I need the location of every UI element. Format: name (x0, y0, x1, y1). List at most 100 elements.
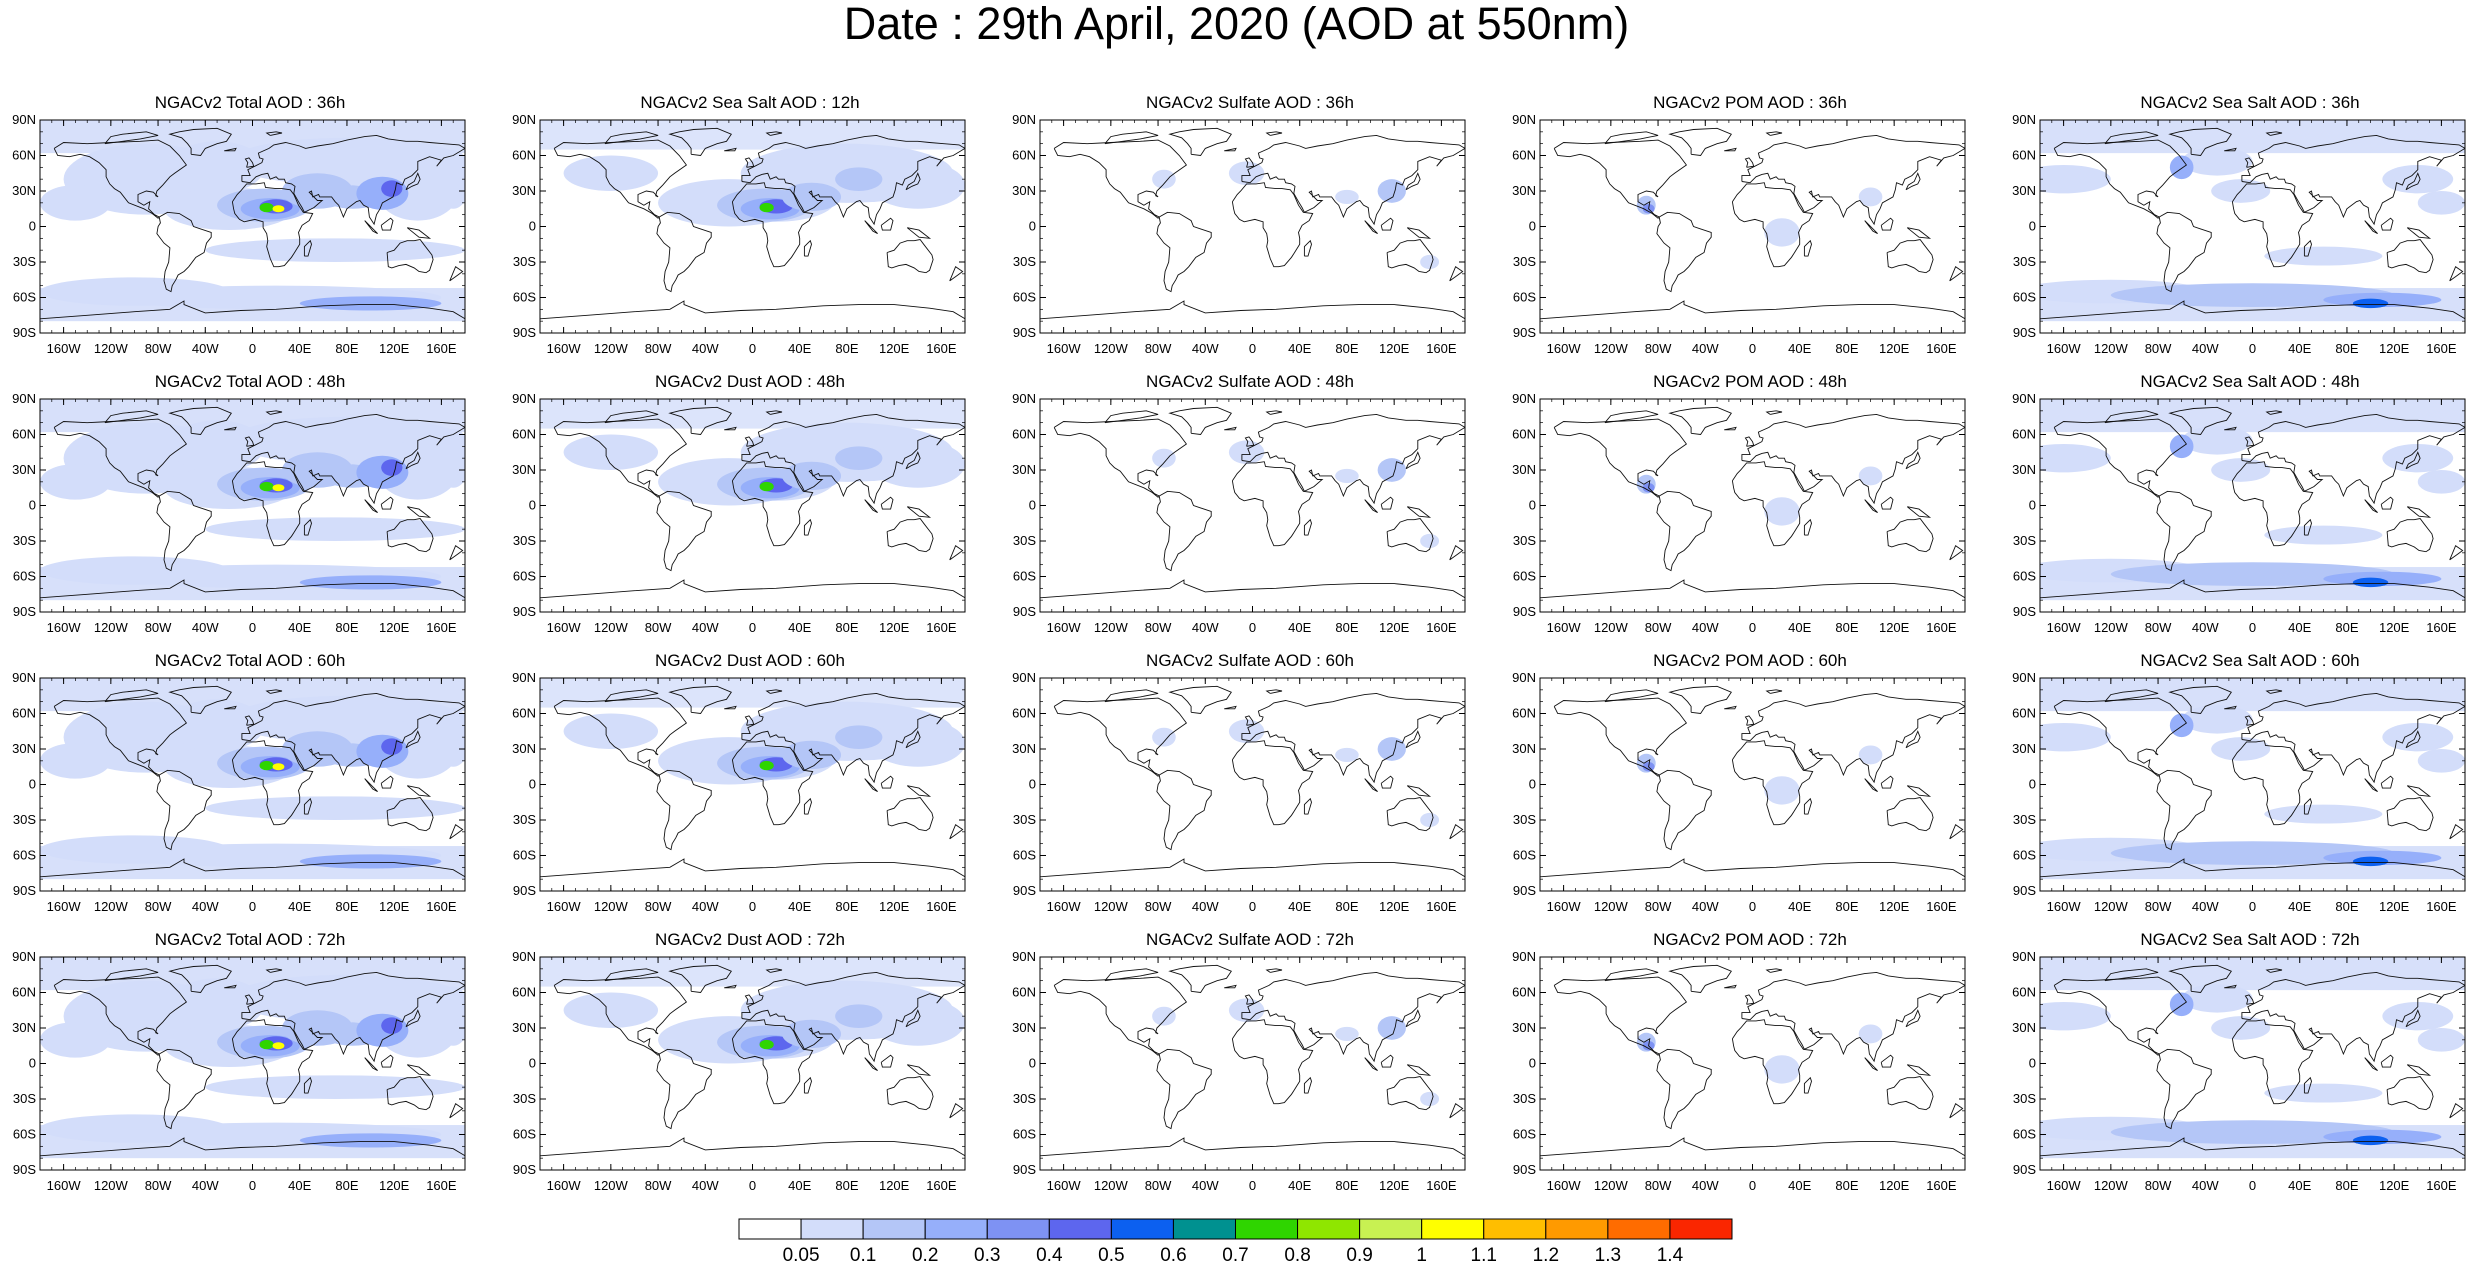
aerosol-plume (272, 484, 285, 492)
coastline (2265, 410, 2283, 415)
coastline (1744, 157, 1755, 168)
coastline (303, 518, 312, 536)
coastline (2364, 499, 2378, 514)
aerosol-plume (381, 180, 403, 197)
lon-tick-label: 40W (2192, 620, 2219, 635)
lat-tick-label: 60N (512, 427, 536, 442)
lon-tick-label: 80W (2145, 1178, 2172, 1193)
colorbar-segment (1172, 1218, 1236, 1240)
coastline (224, 147, 237, 152)
lon-tick-label: 160E (426, 899, 457, 914)
coastline (1741, 413, 1965, 505)
lon-tick-label: 80E (335, 341, 358, 356)
coastline (156, 490, 212, 572)
lat-tick-label: 30N (1012, 462, 1036, 477)
coastline (303, 1076, 312, 1094)
coastline (1168, 127, 1232, 156)
aerosol-plume (1152, 169, 1176, 189)
coastline (1540, 858, 1965, 878)
coastline (1405, 1009, 1421, 1028)
lon-tick-label: 40E (788, 620, 811, 635)
coastline (1724, 147, 1737, 152)
coastline (1604, 689, 1659, 703)
lon-tick-label: 40E (788, 899, 811, 914)
lon-tick-label: 80E (335, 899, 358, 914)
coastline (231, 1019, 314, 1105)
map-plot: 90N 60N 30N 0 30S 60S 90S 160W 120W 80W 40W 0 40E 80E… (1512, 391, 1966, 635)
colorbar-label: 0.7 (1222, 1245, 1248, 1261)
colorbar-segment (738, 1218, 802, 1240)
coastline (656, 211, 712, 293)
lon-tick-label: 120E (2379, 1178, 2410, 1193)
lat-tick-label: 90N (12, 949, 36, 964)
map-plot: 90N 60N 30N 0 30S 60S 90S 160W 120W 80W 40W 0 40E 80E… (12, 949, 466, 1193)
coastline (1553, 139, 1688, 219)
map-panel: NGACv2 Sea Salt AOD : 72h 90N 60N 30N 0 30S 60… (2000, 929, 2473, 1199)
aerosol-plume (1335, 747, 1359, 763)
lon-tick-label: 120E (1879, 899, 1910, 914)
coastline (1553, 697, 1688, 777)
lon-tick-label: 120E (379, 1178, 410, 1193)
map-plot: 90N 60N 30N 0 30S 60S 90S 160W 120W 80W 40W 0 40E 80E… (512, 112, 966, 356)
panel-title: NGACv2 Sea Salt AOD : 48h (2140, 372, 2360, 391)
coastline (1449, 824, 1464, 840)
lon-tick-label: 40W (1692, 1178, 1719, 1193)
colorbar-label: 0.3 (974, 1245, 1000, 1261)
aerosol-plume (381, 459, 403, 476)
lon-tick-label: 80E (1835, 341, 1858, 356)
lon-tick-label: 0 (1749, 341, 1756, 356)
coastline (2241, 971, 2465, 1063)
lat-tick-label: 30N (12, 1020, 36, 1035)
coastline (2040, 858, 2465, 878)
panel-title: NGACv2 Total AOD : 60h (154, 651, 346, 670)
lon-tick-label: 80W (145, 1178, 172, 1193)
lat-tick-label: 0 (2029, 219, 2036, 234)
lon-tick-label: 40E (788, 341, 811, 356)
coastline (1949, 824, 1964, 840)
coastline (364, 778, 378, 793)
coastlines (1540, 964, 1965, 1157)
coastline (40, 300, 465, 320)
lon-tick-label: 0 (1249, 620, 1256, 635)
map-panel: NGACv2 Total AOD : 48h 90N 60N 30N 0 30S 60S 90… (0, 371, 500, 641)
lat-tick-label: 30S (1513, 533, 1536, 548)
lon-tick-label: 40W (2192, 1178, 2219, 1193)
lat-tick-label: 60S (513, 290, 536, 305)
coastline (2053, 418, 2188, 498)
lat-tick-label: 30N (512, 462, 536, 477)
aerosol-plume (259, 1039, 274, 1050)
coastline (1886, 518, 1934, 553)
coastline (886, 1076, 934, 1111)
lon-tick-label: 80W (1645, 620, 1672, 635)
aerosol-plume (299, 1133, 442, 1148)
aerosol-field (540, 678, 965, 785)
coastline (1864, 1057, 1878, 1072)
coastline (1406, 227, 1432, 239)
lon-tick-label: 120E (1379, 341, 1410, 356)
coastlines (40, 127, 465, 320)
lon-tick-label: 40W (1692, 341, 1719, 356)
aerosol-field (40, 399, 465, 601)
aerosol-plume (381, 738, 403, 755)
lon-tick-label: 160W (547, 1178, 582, 1193)
coastline (1231, 1019, 1314, 1105)
map-background (1040, 957, 1465, 1170)
map-panel: NGACv2 Dust AOD : 60h 90N 60N 30N 0 30S 60S 90S… (500, 650, 1000, 920)
coastline (1803, 518, 1812, 536)
lat-tick-label: 90S (13, 604, 36, 619)
aerosol-plume (299, 296, 442, 311)
panel-title: NGACv2 Dust AOD : 60h (655, 651, 845, 670)
lat-tick-label: 30S (1513, 812, 1536, 827)
lat-tick-label: 60S (1013, 1127, 1036, 1142)
lat-tick-label: 90N (1012, 670, 1036, 685)
aerosol-plume (563, 155, 659, 191)
coastline (386, 1076, 434, 1111)
lat-tick-label: 30N (1512, 1020, 1536, 1035)
lat-tick-label: 90N (512, 949, 536, 964)
coastline (1265, 689, 1283, 694)
aerosol-plume (2169, 155, 2194, 180)
lon-tick-label: 40E (288, 1178, 311, 1193)
lon-tick-label: 160E (1426, 1178, 1457, 1193)
coastline (1241, 413, 1465, 505)
map-plot: 90N 60N 30N 0 30S 60S 90S 160W 120W 80W 40W 0 40E 80E… (1012, 670, 1466, 914)
